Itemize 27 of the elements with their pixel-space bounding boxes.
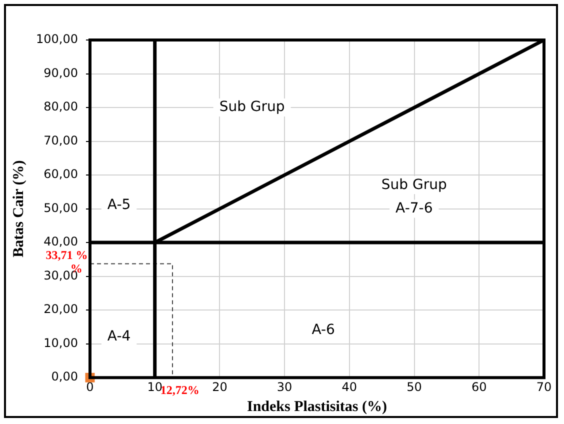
y-tick-label: 80,00 <box>44 100 78 114</box>
y-tick-label: 100,00 <box>36 32 78 46</box>
x-axis-title: Indeks Plastisitas (%) <box>246 398 388 415</box>
annotation: Sub Grup <box>381 176 447 193</box>
x-tick-label: 60 <box>472 380 487 394</box>
y-tick-label: 10,00 <box>44 336 78 350</box>
text: 33,71 % <box>46 248 88 262</box>
x-tick-label: 30 <box>276 380 292 394</box>
annotation: Sub Grup <box>219 99 285 116</box>
y-axis-title: Batas Cair (%) <box>10 160 27 258</box>
y-tick-label: 70,00 <box>44 133 78 148</box>
x-tick-label: 50 <box>406 380 422 394</box>
y-tick-label: 60,00 <box>44 167 78 182</box>
y-tick-label: 40,00 <box>44 234 78 249</box>
annotation: A-6 <box>312 322 336 338</box>
x-tick-label: 20 <box>212 380 228 394</box>
x-tick-label: 10 <box>147 380 162 394</box>
x-tick-label: 0 <box>86 380 94 394</box>
annotation: A-7-6 <box>396 200 433 216</box>
y-tick-label: 20,00 <box>44 302 78 316</box>
annotation: A-5 <box>107 197 131 214</box>
y-tick-label: 50,00 <box>44 200 78 215</box>
annotation: A-4 <box>107 328 131 345</box>
x-tick-label: 70 <box>536 380 552 394</box>
y-tick-label: 90,00 <box>44 66 78 80</box>
x-tick-label: 40 <box>342 380 358 394</box>
y-tick-label: 0,00 <box>51 370 78 384</box>
